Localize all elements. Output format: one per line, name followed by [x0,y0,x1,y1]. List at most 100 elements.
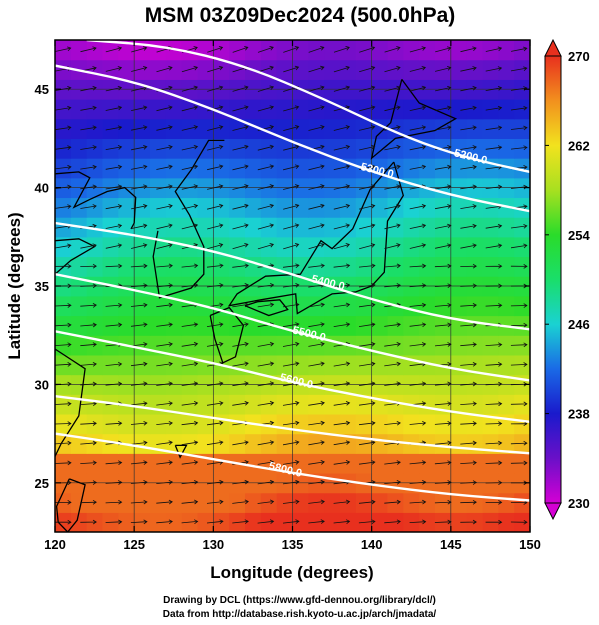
wind-arrow [283,223,300,230]
field-cell [213,40,230,61]
field-cell [514,118,530,139]
field-cell [371,433,389,454]
field-cell [371,315,389,336]
wind-arrow [80,263,97,269]
wind-arrow [181,381,199,387]
wind-arrow [384,65,401,73]
wind-arrow [181,440,199,446]
field-cell [165,118,183,139]
wind-arrow [434,184,452,190]
field-cell [387,59,404,80]
wind-arrow [80,361,97,367]
coastline [174,444,188,459]
wind-arrow [358,302,376,308]
field-cell [292,453,309,474]
field-cell [514,433,530,454]
field-cell [245,492,262,513]
x-axis-ticks: 120 125 130 135 140 145 150 [44,40,541,552]
field-cell [86,40,104,61]
field-cell [450,492,468,513]
wind-arrow [282,460,300,465]
wind-arrow [257,499,275,505]
field-cell [419,492,436,513]
wind-arrow [460,164,477,170]
wind-arrow [510,303,528,308]
field-cell [181,99,199,120]
wind-arrow [460,46,477,53]
field-cell [150,217,167,238]
colorbar-bottom-arrow [544,502,562,521]
field-cell [245,197,262,218]
wind-arrow [308,243,325,250]
wind-arrow [510,145,528,151]
wind-arrow [181,65,199,73]
wind-arrow [434,499,452,505]
field-cell [134,59,151,80]
wind-arrow [206,381,224,387]
wind-arrow [359,125,376,131]
wind-arrow [232,144,249,151]
wind-arrow [358,499,376,505]
field-cell [165,433,183,454]
field-cell [260,433,278,454]
wind-arrow [358,519,376,525]
wind-arrow [308,105,325,112]
field-cell [292,99,309,120]
wind-arrow [460,361,477,367]
coastlines [55,79,458,532]
wind-arrow [384,125,401,131]
wind-arrow [333,460,351,465]
wind-arrow [409,105,427,111]
wind-arrow [130,499,148,505]
wind-arrow [510,125,528,131]
wind-arrow [409,480,427,485]
field-cell [419,512,436,532]
field-cell [498,354,515,376]
wind-arrow [257,519,275,524]
wind-arrow [232,499,249,505]
wind-arrow [434,401,452,406]
wind-arrow [384,460,401,465]
wind-arrow [105,243,123,249]
field-cell [324,413,341,435]
field-cell [213,217,230,238]
field-cell [70,295,88,317]
wind-arrow [80,342,97,347]
wind-arrow [257,341,275,347]
wind-arrow [156,105,173,112]
wind-arrow [409,322,427,328]
field-cell [403,217,420,238]
field-cell [197,197,214,218]
field-cell [181,40,199,61]
wind-arrow [510,322,528,328]
wind-arrow [282,420,300,426]
field-cell [514,138,530,159]
field-cell [324,217,341,238]
wind-arrow [510,519,528,525]
wind-arrow [257,46,274,53]
wind-arrow [105,66,123,72]
wind-arrow [460,460,477,466]
wind-arrow [308,164,325,171]
field-cell [340,59,357,80]
field-cell [118,413,135,435]
field-cell [292,295,309,317]
wind-arrow [181,479,199,485]
wind-arrow [384,499,401,505]
field-cell [340,158,357,179]
field-cell [276,354,294,376]
credit-drawing: Drawing by DCL (https://www.gfd-dennou.o… [163,595,436,606]
field-cell [165,335,183,356]
field-cell [134,158,151,179]
field-cell [276,158,294,179]
wind-arrow [181,519,199,525]
field-cell [292,354,309,376]
wind-arrow [308,223,325,230]
field-cell [324,394,341,415]
wind-arrow [55,164,72,170]
wind-arrow [105,145,123,150]
wind-arrow [460,243,477,249]
contour-line [55,273,530,382]
field-cell [419,394,436,415]
field-cell [229,217,246,238]
